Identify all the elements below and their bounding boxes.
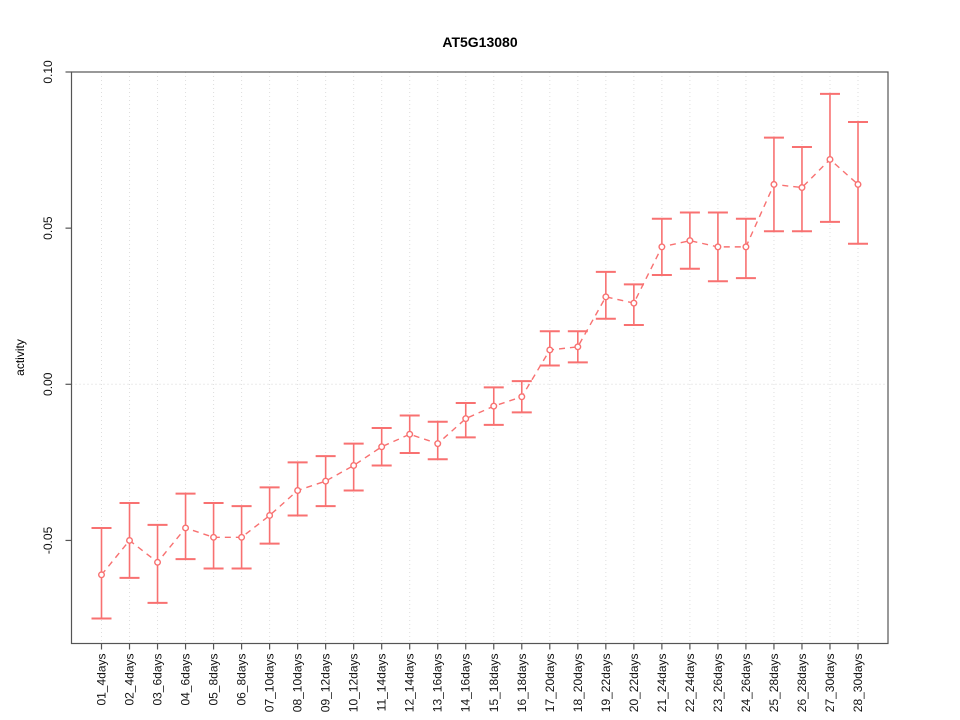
data-point — [798, 184, 806, 192]
data-point — [490, 402, 498, 410]
data-point — [462, 415, 470, 423]
x-tick-label: 09_12days — [319, 654, 333, 713]
data-point — [630, 299, 638, 307]
data-point — [182, 524, 190, 532]
x-tick-label: 08_10days — [291, 654, 305, 713]
data-point — [602, 293, 610, 301]
x-tick-label: 24_26days — [739, 654, 753, 713]
data-point — [574, 343, 582, 351]
data-point — [154, 558, 162, 566]
x-tick-label: 07_10days — [263, 654, 277, 713]
x-tick-label: 22_24days — [683, 654, 697, 713]
x-tick-label: 19_22days — [599, 654, 613, 713]
data-point — [826, 155, 834, 163]
x-tick-label: 16_18days — [515, 654, 529, 713]
y-tick-label: 0.10 — [41, 60, 55, 84]
x-tick-label: 02_4days — [123, 654, 137, 706]
data-point — [770, 180, 778, 188]
data-series — [91, 92, 868, 620]
data-point — [126, 536, 134, 544]
x-tick-label: 03_6days — [151, 654, 165, 706]
data-point — [546, 346, 554, 354]
gridlines — [71, 72, 888, 644]
x-tick-label: 13_16days — [431, 654, 445, 713]
x-tick-label: 23_26days — [711, 654, 725, 713]
data-point — [434, 440, 442, 448]
data-point — [378, 443, 386, 451]
x-tick-label: 27_30days — [823, 654, 837, 713]
x-tick-label: 26_28days — [795, 654, 809, 713]
x-tick-label: 25_28days — [767, 654, 781, 713]
data-point — [322, 477, 330, 485]
plot-box — [70, 71, 889, 645]
data-point — [266, 511, 274, 519]
connector-line — [100, 158, 859, 576]
x-tick-label: 14_16days — [459, 654, 473, 713]
data-point — [854, 180, 862, 188]
x-tick-label: 17_20days — [543, 654, 557, 713]
y-tick-label: 0.05 — [41, 216, 55, 240]
data-point — [518, 393, 526, 401]
axes: -0.05 0.00 0.05 0.10 01_4days 02_4days 03_6day… — [41, 60, 889, 713]
y-tick-label: 0.00 — [41, 372, 55, 396]
data-point — [238, 533, 246, 541]
x-tick-label: 10_12days — [347, 654, 361, 713]
data-point — [658, 243, 666, 251]
x-tick-label: 12_14days — [403, 654, 417, 713]
x-tick-label: 11_14days — [375, 654, 389, 712]
data-point — [714, 243, 722, 251]
x-tick-label: 05_8days — [207, 654, 221, 706]
data-point — [406, 430, 414, 438]
x-tick-label: 21_24days — [655, 654, 669, 713]
y-axis-label: activity — [13, 339, 27, 376]
x-tick-label: 04_6days — [179, 654, 193, 706]
data-point — [210, 533, 218, 541]
data-point — [294, 486, 302, 494]
x-tick-label: 20_22days — [627, 654, 641, 713]
x-tick-label: 06_8days — [235, 654, 249, 706]
x-tick-label: 15_18days — [487, 654, 501, 713]
data-point — [97, 571, 105, 579]
chart-title: AT5G13080 — [442, 34, 517, 50]
data-point — [742, 243, 750, 251]
x-tick-label: 01_4days — [95, 654, 109, 706]
x-tick-label: 18_20days — [571, 654, 585, 713]
y-tick-label: -0.05 — [41, 526, 55, 554]
x-tick-label: 28_30days — [851, 654, 865, 713]
data-point — [350, 461, 358, 469]
data-point — [686, 237, 694, 245]
